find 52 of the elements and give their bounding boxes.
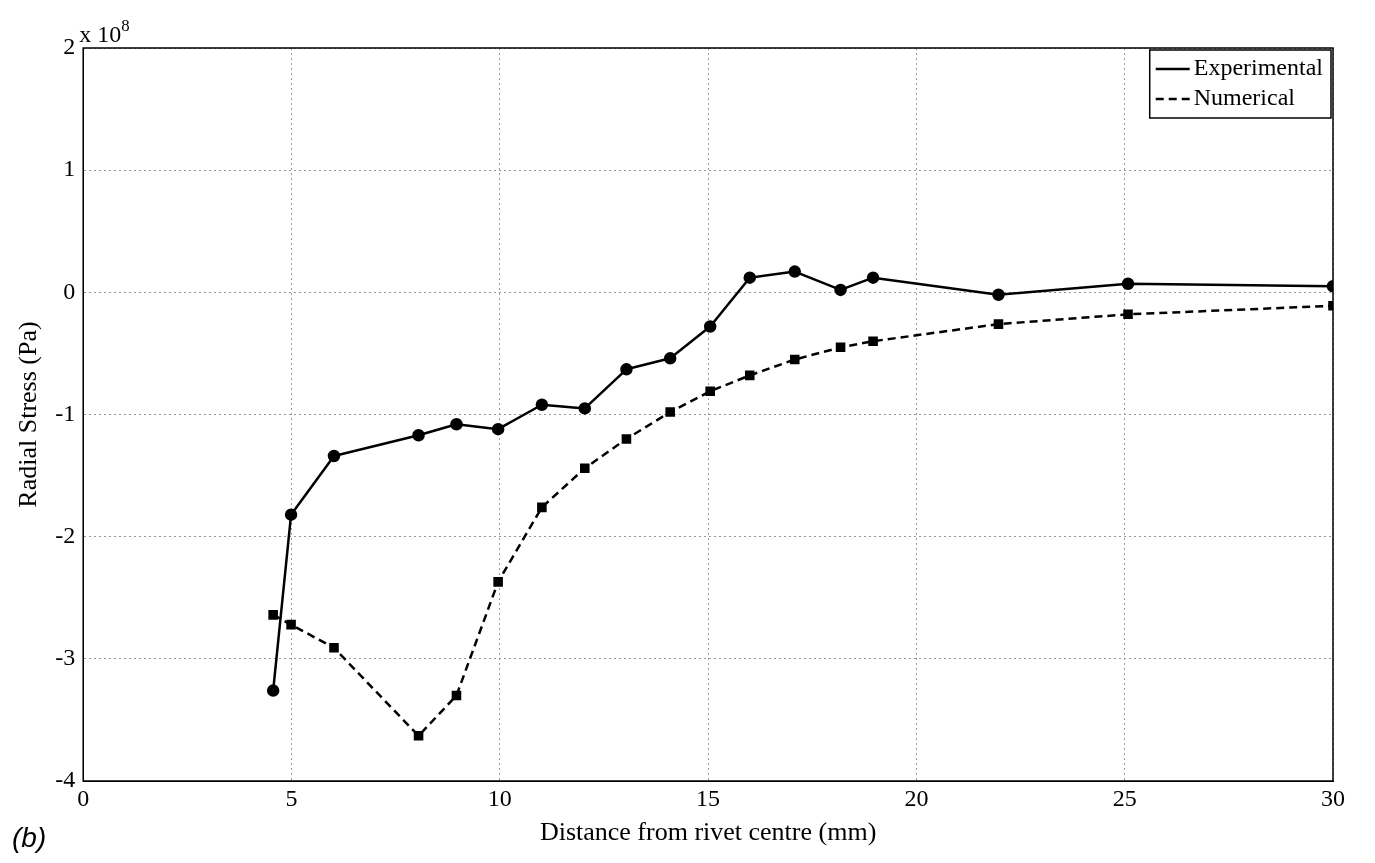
point (620, 363, 633, 376)
point (413, 731, 424, 741)
point (993, 319, 1004, 329)
point (703, 320, 717, 333)
y-tick-label: 1 (63, 155, 76, 182)
point (788, 265, 801, 278)
point (789, 354, 800, 365)
point (327, 449, 341, 463)
point (493, 577, 503, 587)
point (451, 690, 462, 701)
x-tick-label: 20 (904, 784, 929, 811)
point (705, 386, 715, 397)
point (537, 502, 547, 513)
point (663, 352, 677, 365)
y-tick-label: -4 (55, 766, 76, 793)
point (834, 283, 847, 297)
point (1121, 277, 1135, 291)
y-tick-label: -2 (55, 521, 76, 548)
x-tick-label: 15 (696, 784, 721, 811)
text: (b) (12, 822, 47, 853)
point (491, 422, 505, 436)
y-tick-label: 0 (63, 277, 76, 304)
y-tick-label: -1 (55, 399, 76, 426)
point (992, 288, 1005, 302)
point (284, 508, 298, 521)
x-tick-label: 25 (1112, 784, 1137, 811)
x-tick-label: 10 (487, 784, 512, 811)
point (868, 336, 878, 346)
point (329, 643, 339, 653)
point (268, 610, 278, 620)
y-axis-title: Radial Stress (Pa) (13, 321, 43, 508)
point (835, 342, 846, 353)
point (412, 429, 425, 442)
point (535, 398, 549, 411)
point (286, 619, 296, 630)
point (621, 434, 632, 444)
point (1123, 309, 1133, 320)
y-tick-label: 2 (63, 33, 76, 60)
point (665, 407, 675, 417)
point (866, 271, 880, 284)
point (744, 370, 755, 381)
point (450, 418, 463, 431)
point (578, 402, 592, 415)
point (743, 271, 757, 284)
y-tick-label: -3 (55, 644, 76, 671)
x-tick-label: 30 (1321, 784, 1345, 811)
x-axis-title: Distance from rivet centre (mm) (539, 817, 877, 847)
x-tick-label: 5 (285, 784, 298, 811)
point (266, 684, 280, 697)
legend-label: Numerical (1193, 84, 1296, 111)
legend-label: Experimental (1193, 54, 1324, 81)
point (580, 463, 590, 474)
